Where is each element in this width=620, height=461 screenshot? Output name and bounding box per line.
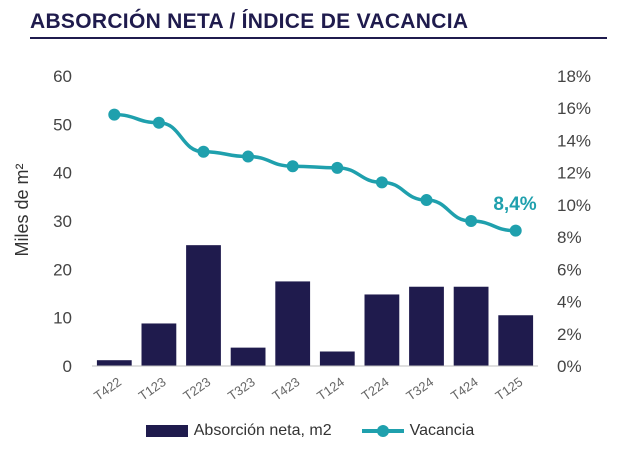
left-tick-30: 30 bbox=[53, 212, 72, 231]
point-T423 bbox=[286, 160, 299, 173]
x-tick-T323: T323 bbox=[225, 374, 258, 403]
legend-label-bars: Absorción neta, m2 bbox=[193, 422, 332, 439]
point-T125 bbox=[509, 224, 522, 237]
bar-T123 bbox=[141, 323, 177, 366]
x-tick-T424: T424 bbox=[448, 374, 481, 403]
x-tick-T423: T423 bbox=[270, 374, 303, 403]
x-tick-T224: T224 bbox=[359, 374, 392, 403]
right-tick-12pct: 12% bbox=[557, 164, 591, 183]
legend: Absorción neta, m2 Vacancia bbox=[0, 422, 620, 440]
bar-T424 bbox=[453, 286, 489, 366]
left-axis-ticks: 0 10 20 30 40 50 60 bbox=[53, 67, 72, 376]
left-tick-40: 40 bbox=[53, 164, 72, 183]
title-underline bbox=[30, 37, 607, 39]
bar-T323 bbox=[230, 347, 266, 366]
point-T223 bbox=[197, 145, 210, 158]
left-tick-50: 50 bbox=[53, 115, 72, 134]
legend-item-line: Vacancia bbox=[361, 422, 475, 440]
point-T123 bbox=[152, 116, 165, 129]
bar-series bbox=[92, 245, 538, 367]
legend-swatch-bars bbox=[145, 425, 188, 437]
right-tick-10pct: 10% bbox=[557, 196, 591, 215]
x-axis-ticks: T422 T123 T223 T323 T423 T124 T224 T324 T424 T125 bbox=[91, 374, 525, 403]
bar-T422 bbox=[96, 360, 132, 366]
x-tick-T324: T324 bbox=[403, 374, 436, 403]
bar-T125 bbox=[498, 315, 534, 366]
left-tick-60: 60 bbox=[53, 67, 72, 86]
point-T424 bbox=[465, 215, 478, 227]
right-axis-ticks: 0% 2% 4% 6% 8% 10% 12% 14% 16% 18% bbox=[557, 67, 591, 376]
bar-T224 bbox=[364, 294, 400, 366]
point-T422 bbox=[108, 108, 121, 121]
chart-title: ABSORCIÓN NETA / ÍNDICE DE VACANCIA bbox=[30, 10, 469, 33]
left-tick-0: 0 bbox=[63, 357, 72, 376]
x-tick-T123: T123 bbox=[136, 374, 169, 403]
right-tick-18pct: 18% bbox=[557, 67, 591, 86]
line-series bbox=[108, 108, 522, 237]
left-tick-20: 20 bbox=[53, 260, 72, 279]
vacancy-annotation: 8,4% bbox=[493, 194, 536, 215]
right-tick-2pct: 2% bbox=[557, 325, 582, 344]
point-T224 bbox=[375, 176, 388, 189]
point-T124 bbox=[331, 161, 344, 174]
bar-T324 bbox=[409, 286, 444, 366]
x-tick-T124: T124 bbox=[314, 374, 347, 403]
right-tick-16pct: 16% bbox=[557, 99, 591, 118]
right-tick-8pct: 8% bbox=[557, 228, 582, 247]
x-tick-T223: T223 bbox=[180, 374, 213, 403]
x-tick-T422: T422 bbox=[91, 374, 124, 403]
left-axis-label: Miles de m² bbox=[12, 163, 32, 256]
legend-item-bars: Absorción neta, m2 bbox=[145, 422, 332, 440]
point-T323 bbox=[242, 150, 255, 163]
bar-T423 bbox=[275, 281, 311, 366]
right-tick-6pct: 6% bbox=[557, 260, 582, 279]
point-T324 bbox=[420, 194, 433, 207]
right-tick-14pct: 14% bbox=[557, 131, 591, 150]
vacancy-line bbox=[114, 112, 516, 233]
right-tick-4pct: 4% bbox=[557, 293, 582, 312]
legend-label-line: Vacancia bbox=[409, 422, 475, 439]
left-tick-10: 10 bbox=[53, 309, 72, 328]
bar-T223 bbox=[186, 245, 221, 366]
right-tick-0pct: 0% bbox=[557, 357, 582, 376]
x-tick-T125: T125 bbox=[493, 374, 526, 403]
legend-swatch-line bbox=[361, 425, 404, 437]
bar-T124 bbox=[319, 351, 355, 366]
